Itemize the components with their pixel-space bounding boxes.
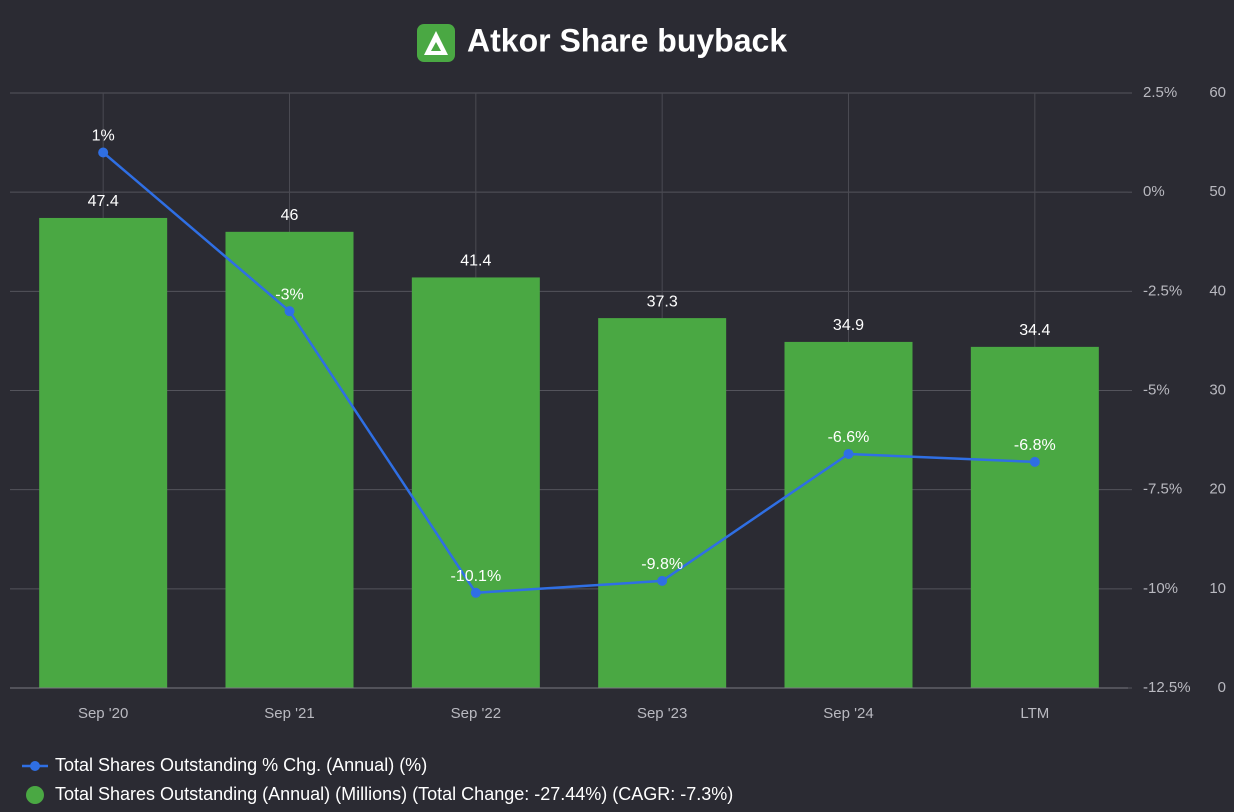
y2-tick-label: -5% — [1143, 381, 1170, 398]
y2-tick-label: -2.5% — [1143, 282, 1182, 299]
line-point — [470, 587, 481, 598]
logo — [417, 24, 455, 62]
x-tick-label: Sep '23 — [637, 705, 687, 722]
bar — [39, 217, 168, 688]
bar-label: 34.9 — [833, 317, 864, 334]
bar-label: 34.4 — [1019, 322, 1050, 339]
x-tick-label: Sep '22 — [451, 705, 501, 722]
line-label: -6.8% — [1014, 437, 1056, 454]
y-tick-label: 10 — [1209, 580, 1226, 597]
y-tick-label: 0 — [1218, 679, 1226, 696]
y-tick-label: 20 — [1209, 481, 1226, 498]
line-point — [1029, 456, 1040, 467]
logo-glyph — [424, 31, 448, 55]
line-label: -3% — [275, 286, 303, 303]
line-label: -10.1% — [450, 568, 501, 585]
line-point — [284, 306, 295, 317]
line-label: 1% — [92, 128, 115, 145]
bar-label: 46 — [281, 207, 299, 224]
y2-tick-label: -12.5% — [1143, 679, 1191, 696]
legend-marker — [30, 761, 40, 771]
logo-box — [417, 24, 455, 62]
line-label: -6.6% — [828, 429, 870, 446]
bar — [784, 341, 913, 688]
line-point — [98, 147, 109, 158]
x-tick-label: Sep '20 — [78, 705, 128, 722]
bar — [598, 318, 727, 688]
bar-label: 47.4 — [88, 193, 119, 210]
x-tick-label: Sep '21 — [264, 705, 314, 722]
line — [102, 151, 1035, 595]
y2-tick-label: -10% — [1143, 580, 1178, 597]
legend-label: Total Shares Outstanding % Chg. (Annual)… — [55, 755, 427, 775]
line-label: -9.8% — [641, 556, 683, 573]
bar — [411, 277, 540, 688]
legend-label: Total Shares Outstanding (Annual) (Milli… — [55, 784, 733, 804]
x-tick-label: Sep '24 — [823, 705, 873, 722]
bar-label: 41.4 — [460, 253, 491, 270]
y2-tick-label: -7.5% — [1143, 481, 1182, 498]
y-tick-label: 40 — [1209, 282, 1226, 299]
line-point — [657, 575, 668, 586]
x-tick-label: LTM — [1020, 705, 1049, 722]
bar-label: 37.3 — [647, 293, 678, 310]
y-tick-label: 50 — [1209, 183, 1226, 200]
y-tick-label: 30 — [1209, 381, 1226, 398]
bar — [970, 346, 1099, 688]
y-tick-label: 60 — [1209, 84, 1226, 101]
y2-tick-label: 0% — [1143, 183, 1165, 200]
chart-title: Atkor Share buyback — [467, 22, 787, 58]
line-point — [843, 448, 854, 459]
legend-marker — [26, 786, 44, 804]
y2-tick-label: 2.5% — [1143, 84, 1177, 101]
